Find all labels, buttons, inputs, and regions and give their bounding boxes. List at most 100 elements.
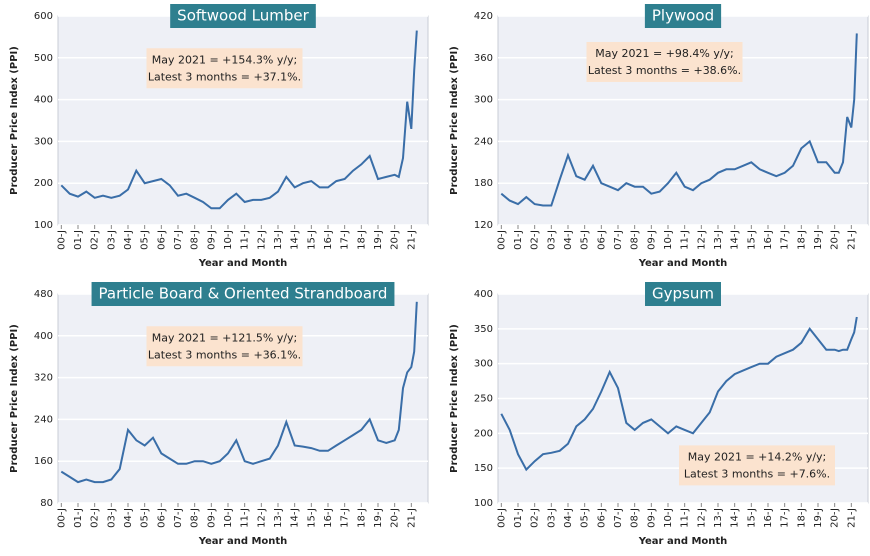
x-tick-label: 14-J [290,508,301,528]
x-tick-label: 18-J [356,230,367,250]
title-box [645,282,721,306]
annotation: Latest 3 months = +37.1%. [148,70,301,83]
title-box [91,282,395,306]
title-box [170,4,316,28]
x-tick-label: 21-J [406,508,417,528]
x-tick-label: 12-J [256,508,267,528]
x-tick-label: 14-J [730,230,741,250]
x-tick-label: 16-J [763,230,774,250]
x-tick-label: 10-J [223,508,234,528]
x-tick-label: 13-J [273,508,284,528]
x-tick-label: 20-J [390,508,401,528]
x-tick-label: 20-J [390,230,401,250]
y-tick-label: 400 [474,289,493,300]
x-tick-label: 04-J [123,508,134,528]
x-tick-label: 03-J [546,230,557,250]
x-tick-label: 08-J [190,230,201,250]
x-tick-label: 20-J [830,230,841,250]
x-tick-label: 18-J [796,508,807,528]
x-tick-label: 01-J [73,230,84,250]
chart-title: Particle Board & Oriented Strandboard [99,285,388,303]
y-tick-label: 420 [474,11,493,22]
x-tick-label: 09-J [206,508,217,528]
x-tick-label: 15-J [306,230,317,250]
x-tick-label: 21-J [406,230,417,250]
chart-title: Plywood [652,7,714,25]
y-tick-label: 320 [34,373,53,384]
x-axis-title: Year and Month [638,536,728,547]
x-axis-title: Year and Month [638,258,728,269]
annotation: May 2021 = +121.5% y/y; [152,331,298,344]
x-tick-label: 06-J [596,230,607,250]
annotation-box [679,445,835,486]
x-tick-label: 02-J [90,230,101,250]
x-tick-label: 07-J [613,230,624,250]
x-tick-label: 03-J [106,508,117,528]
x-tick-label: 01-J [513,230,524,250]
x-tick-label: 14-J [290,230,301,250]
annotation-box [146,326,303,367]
x-tick-label: 14-J [730,508,741,528]
y-tick-label: 600 [34,11,53,22]
x-tick-label: 03-J [546,508,557,528]
annotation: May 2021 = +154.3% y/y; [152,53,298,66]
x-tick-label: 17-J [780,508,791,528]
y-axis-title: Producer Price Index (PPI) [449,46,460,195]
data-line [60,301,418,484]
x-tick-label: 11-J [680,508,691,528]
x-tick-label: 01-J [73,508,84,528]
x-tick-label: 13-J [713,508,724,528]
x-tick-label: 16-J [323,230,334,250]
annotation: Latest 3 months = +36.1%. [148,348,301,361]
x-tick-label: 02-J [530,230,541,250]
annotation-box [586,41,743,82]
x-tick-label: 06-J [156,230,167,250]
x-tick-label: 21-J [846,230,857,250]
x-tick-label: 11-J [240,508,251,528]
y-tick-label: 240 [34,414,53,425]
x-tick-label: 11-J [680,230,691,250]
x-tick-label: 07-J [173,230,184,250]
x-tick-label: 19-J [373,508,384,528]
x-tick-label: 00-J [56,508,67,528]
chart-title: Gypsum [652,285,714,303]
x-tick-label: 19-J [813,230,824,250]
y-tick-label: 80 [40,498,53,509]
x-tick-label: 21-J [846,508,857,528]
title-box [644,4,722,28]
y-tick-label: 250 [474,394,493,405]
x-tick-label: 12-J [696,508,707,528]
x-tick-label: 08-J [630,230,641,250]
x-tick-label: 16-J [763,508,774,528]
x-tick-label: 10-J [223,230,234,250]
x-tick-label: 15-J [746,508,757,528]
x-tick-label: 05-J [580,230,591,250]
x-tick-label: 15-J [746,230,757,250]
annotation: Latest 3 months = +38.6%. [588,64,741,77]
x-tick-label: 18-J [796,230,807,250]
chart-title: Softwood Lumber [177,7,309,25]
x-tick-label: 13-J [713,230,724,250]
y-tick-label: 100 [34,220,53,231]
x-tick-label: 00-J [496,230,507,250]
x-tick-label: 07-J [613,508,624,528]
x-tick-label: 07-J [173,508,184,528]
plot-area [57,15,429,226]
y-tick-label: 180 [474,178,493,189]
x-tick-label: 06-J [156,508,167,528]
y-tick-label: 300 [34,136,53,147]
x-tick-label: 15-J [306,508,317,528]
y-tick-label: 200 [474,428,493,439]
y-tick-label: 400 [34,331,53,342]
y-tick-label: 400 [34,95,53,106]
y-tick-label: 160 [34,456,53,467]
x-tick-label: 05-J [140,230,151,250]
x-tick-label: 10-J [663,508,674,528]
x-tick-label: 01-J [513,508,524,528]
x-tick-label: 04-J [563,230,574,250]
x-tick-label: 12-J [256,230,267,250]
x-tick-label: 19-J [373,230,384,250]
x-tick-label: 16-J [323,508,334,528]
y-tick-label: 480 [34,289,53,300]
x-tick-label: 06-J [596,508,607,528]
